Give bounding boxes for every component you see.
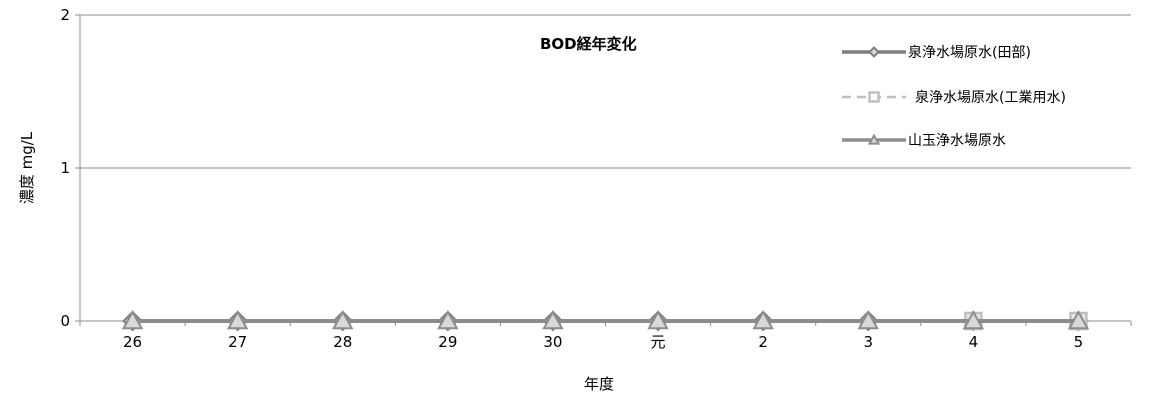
data-point-3-4 xyxy=(962,309,985,330)
y-tick-label: 0 xyxy=(60,312,70,330)
x-tick-label: 3 xyxy=(863,333,873,351)
y-axis-title: 濃度 mg/L xyxy=(18,131,36,204)
legend-label-1: 泉浄水場原水(田部) xyxy=(908,44,1031,61)
x-tick-label: 28 xyxy=(333,333,352,351)
data-point-3-28 xyxy=(332,309,354,330)
legend-label-2: 泉浄水場原水(工業用水) xyxy=(915,89,1066,106)
x-tick-label: 30 xyxy=(543,333,562,351)
x-tick-label: 5 xyxy=(1074,333,1084,351)
data-point-3-5 xyxy=(1067,309,1090,330)
legend-item-2: 泉浄水場原水(工業用水) xyxy=(842,89,1066,106)
legend-item-1: 泉浄水場原水(田部) xyxy=(842,44,1031,61)
x-tick-label: 29 xyxy=(438,333,457,351)
legend: 泉浄水場原水(田部) 泉浄水場原水(工業用水) 山玉浄水場原水 xyxy=(842,44,1066,149)
label-layer: 0 1 2 26 27 28 29 30 元 2 3 4 5 xyxy=(60,6,1083,351)
x-tick-label: 2 xyxy=(758,333,768,351)
legend-marker-2 xyxy=(868,91,880,103)
x-axis-title: 年度 xyxy=(584,375,614,393)
series-3 xyxy=(121,309,1090,330)
data-point-3-元 xyxy=(647,309,669,330)
data-point-3-3 xyxy=(857,309,879,330)
y-tick-label: 2 xyxy=(60,6,70,24)
x-tick-label: 27 xyxy=(228,333,247,351)
chart-title: BOD経年変化 xyxy=(540,35,637,53)
data-point-3-27 xyxy=(226,309,249,330)
legend-item-3: 山玉浄水場原水 xyxy=(842,133,1006,149)
axis-layer xyxy=(75,14,1132,326)
legend-marker-3 xyxy=(867,133,881,145)
y-tick-label: 1 xyxy=(60,159,70,177)
x-tick-label: 4 xyxy=(969,333,979,351)
x-tick-label: 26 xyxy=(123,333,142,351)
data-point-3-2 xyxy=(752,309,774,330)
series-layer xyxy=(121,309,1090,332)
legend-label-3: 山玉浄水場原水 xyxy=(908,133,1006,149)
x-tick-label: 元 xyxy=(651,333,666,351)
data-point-3-30 xyxy=(542,309,564,330)
data-point-3-26 xyxy=(121,309,144,330)
data-point-3-29 xyxy=(437,309,459,330)
legend-marker-1 xyxy=(868,46,880,58)
